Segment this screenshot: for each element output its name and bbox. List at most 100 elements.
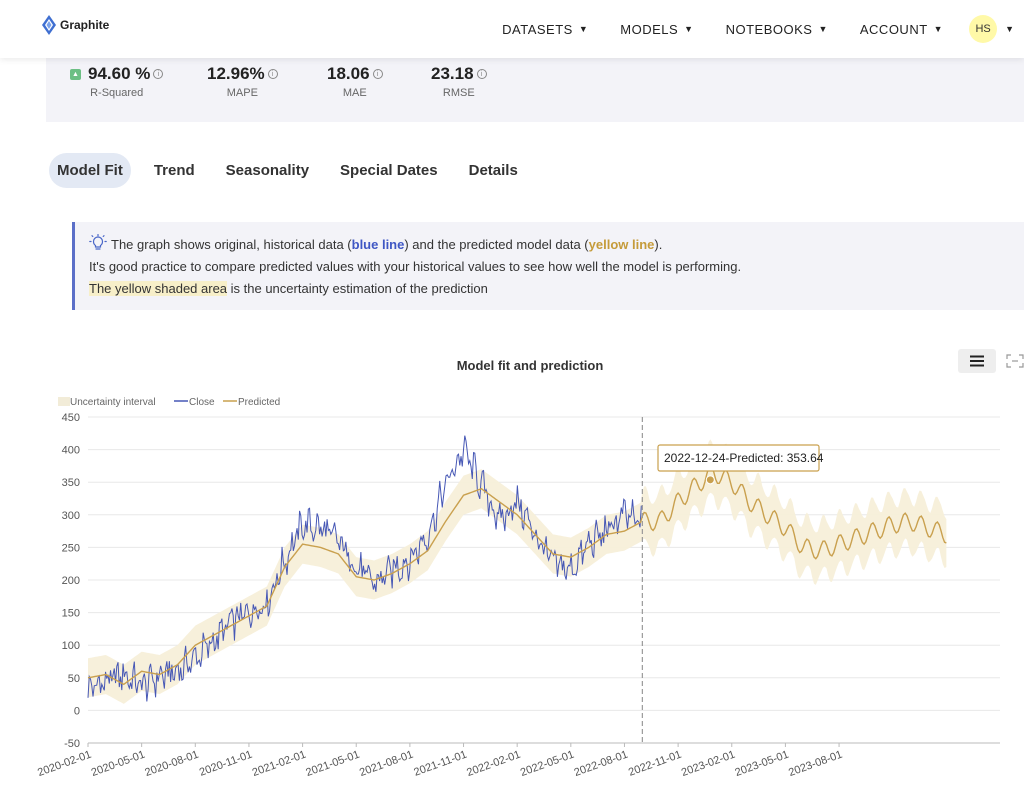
callout-blue-line: blue line — [351, 237, 405, 252]
y-tick-label: 50 — [68, 673, 80, 685]
chart-tooltip-layer: 2022-12-24-Predicted: 353.64 — [657, 444, 824, 485]
callout-text-3: is the uncertainty estimation of the pre… — [227, 281, 488, 296]
model-fit-chart[interactable]: Uncertainty interval Close Predicted -50… — [0, 385, 1024, 808]
y-tick-label: -50 — [64, 738, 80, 750]
fullscreen-icon — [1006, 354, 1024, 368]
top-navigation-bar: Graphite DATASETS ▼ MODELS ▼ NOTEBOOKS ▼… — [0, 0, 1024, 58]
tooltip-point — [705, 475, 715, 485]
nav-models-label: MODELS — [620, 21, 679, 37]
brand-name: Graphite — [60, 18, 110, 32]
caret-down-icon: ▼ — [684, 24, 694, 34]
avatar-caret-down-icon[interactable]: ▼ — [1005, 24, 1014, 34]
caret-down-icon: ▼ — [578, 24, 589, 34]
x-tick-label: 2020-02-01 — [36, 749, 93, 780]
metric-r-squared-value: 94.60 % — [88, 64, 151, 83]
nav-models[interactable]: MODELS ▼ — [620, 22, 693, 37]
predicted-series-line — [87, 464, 947, 686]
nav-account-label: ACCOUNT — [859, 21, 928, 37]
tooltip-text: 2022-12-24-Predicted: 353.64 — [664, 451, 824, 465]
tab-special-dates[interactable]: Special Dates — [340, 162, 438, 179]
metric-rmse-value: 23.18 — [431, 64, 474, 83]
chart-legend[interactable]: Uncertainty interval Close Predicted — [58, 397, 280, 408]
x-tick-label: 2023-02-01 — [680, 749, 737, 780]
metric-mae-value: 18.06 — [327, 64, 370, 83]
y-tick-label: 400 — [62, 445, 80, 457]
uncertainty-band-layer — [88, 439, 947, 704]
tab-model-fit[interactable]: Model Fit — [49, 153, 131, 188]
result-tabs: Model Fit Trend Seasonality Special Date… — [49, 153, 541, 188]
y-tick-label: 450 — [62, 412, 80, 424]
info-icon[interactable]: i — [372, 69, 383, 79]
nav-notebooks[interactable]: NOTEBOOKS ▼ — [726, 22, 828, 37]
y-tick-label: 150 — [62, 608, 80, 620]
metric-mape-label: MAPE — [226, 87, 258, 99]
legend-uncertainty-label: Uncertainty interval — [70, 397, 156, 408]
x-tick-label: 2021-05-01 — [304, 749, 361, 780]
callout-yellow-line: yellow line — [588, 237, 655, 252]
tab-trend[interactable]: Trend — [153, 162, 195, 179]
x-tick-label: 2020-08-01 — [143, 749, 200, 780]
info-icon[interactable]: i — [153, 69, 164, 79]
x-tick-label: 2022-11-01 — [627, 749, 683, 779]
graphite-logo-icon — [42, 15, 56, 35]
user-avatar[interactable]: HS — [969, 15, 998, 43]
legend-uncertainty-swatch — [58, 397, 70, 406]
metric-mape-value: 12.96% — [207, 64, 265, 83]
metric-mae-label: MAE — [342, 87, 367, 99]
callout-line-3: The yellow shaded area is the uncertaint… — [89, 278, 1010, 300]
chart-menu-button[interactable] — [958, 349, 996, 373]
metric-r-squared: ▲ 94.60 % i R-Squared — [70, 64, 164, 99]
caret-down-icon: ▼ — [933, 24, 944, 34]
close-series-line — [87, 435, 642, 702]
hamburger-menu-icon — [970, 355, 984, 367]
uncertainty-band — [88, 439, 947, 704]
x-tick-label: 2021-02-01 — [251, 749, 308, 780]
callout-text-1a: The graph shows original, historical dat… — [111, 237, 352, 252]
metric-mape: 12.96% i MAPE — [207, 64, 278, 99]
metrics-panel: ▲ 94.60 % i R-Squared 12.96% i MAPE 18.0… — [46, 58, 1024, 122]
chart-title: Model fit and prediction — [456, 358, 604, 373]
legend-predicted-label: Predicted — [238, 397, 280, 408]
chart-grid — [88, 416, 1000, 744]
arrow-up-icon: ▲ — [70, 68, 81, 80]
tab-details[interactable]: Details — [468, 162, 518, 179]
info-callout: The graph shows original, historical dat… — [72, 222, 1024, 310]
metric-r-squared-label: R-Squared — [90, 87, 144, 99]
x-tick-label: 2023-05-01 — [733, 749, 790, 780]
x-tick-label: 2020-11-01 — [198, 749, 254, 779]
main-nav: DATASETS ▼ MODELS ▼ NOTEBOOKS ▼ ACCOUNT … — [502, 0, 1024, 58]
tooltip-box — [657, 444, 820, 472]
y-tick-label: 100 — [62, 640, 80, 652]
y-tick-label: 350 — [62, 477, 80, 489]
y-tick-label: 300 — [62, 510, 80, 522]
y-tick-label: 250 — [62, 542, 80, 554]
callout-line-1: The graph shows original, historical dat… — [89, 234, 1010, 256]
nav-datasets-label: DATASETS — [502, 21, 573, 37]
brand-logo[interactable]: Graphite — [42, 15, 109, 35]
series-layer — [87, 417, 947, 743]
chart-toolbox — [958, 349, 1024, 373]
legend-close-label: Close — [189, 397, 215, 408]
caret-down-icon: ▼ — [818, 24, 828, 34]
callout-text-1c: ). — [654, 237, 663, 252]
tab-seasonality[interactable]: Seasonality — [225, 162, 310, 179]
info-icon[interactable]: i — [476, 69, 487, 79]
metric-rmse: 23.18 i RMSE — [431, 64, 487, 99]
nav-account[interactable]: ACCOUNT ▼ — [860, 22, 943, 37]
chart-axes: -50 0 50 100 150 200 250 300 350 400 450 2020-02-01… — [36, 412, 1000, 779]
lightbulb-icon — [89, 234, 107, 250]
nav-datasets[interactable]: DATASETS ▼ — [502, 22, 588, 37]
x-tick-label: 2023-08-01 — [787, 749, 844, 780]
y-tick-label: 0 — [74, 705, 80, 717]
callout-shaded-area: The yellow shaded area — [89, 281, 228, 296]
chart-fullscreen-button[interactable] — [1004, 349, 1024, 373]
metric-rmse-label: RMSE — [442, 87, 475, 99]
info-icon[interactable]: i — [267, 69, 278, 79]
y-tick-label: 200 — [62, 575, 80, 587]
x-tick-label: 2022-05-01 — [519, 749, 576, 780]
x-tick-label: 2021-08-01 — [358, 749, 415, 780]
metric-mae: 18.06 i MAE — [327, 64, 383, 99]
callout-text-1b: ) and the predicted model data ( — [404, 237, 589, 252]
x-tick-label: 2022-08-01 — [573, 749, 630, 780]
x-tick-label: 2020-05-01 — [90, 749, 147, 780]
